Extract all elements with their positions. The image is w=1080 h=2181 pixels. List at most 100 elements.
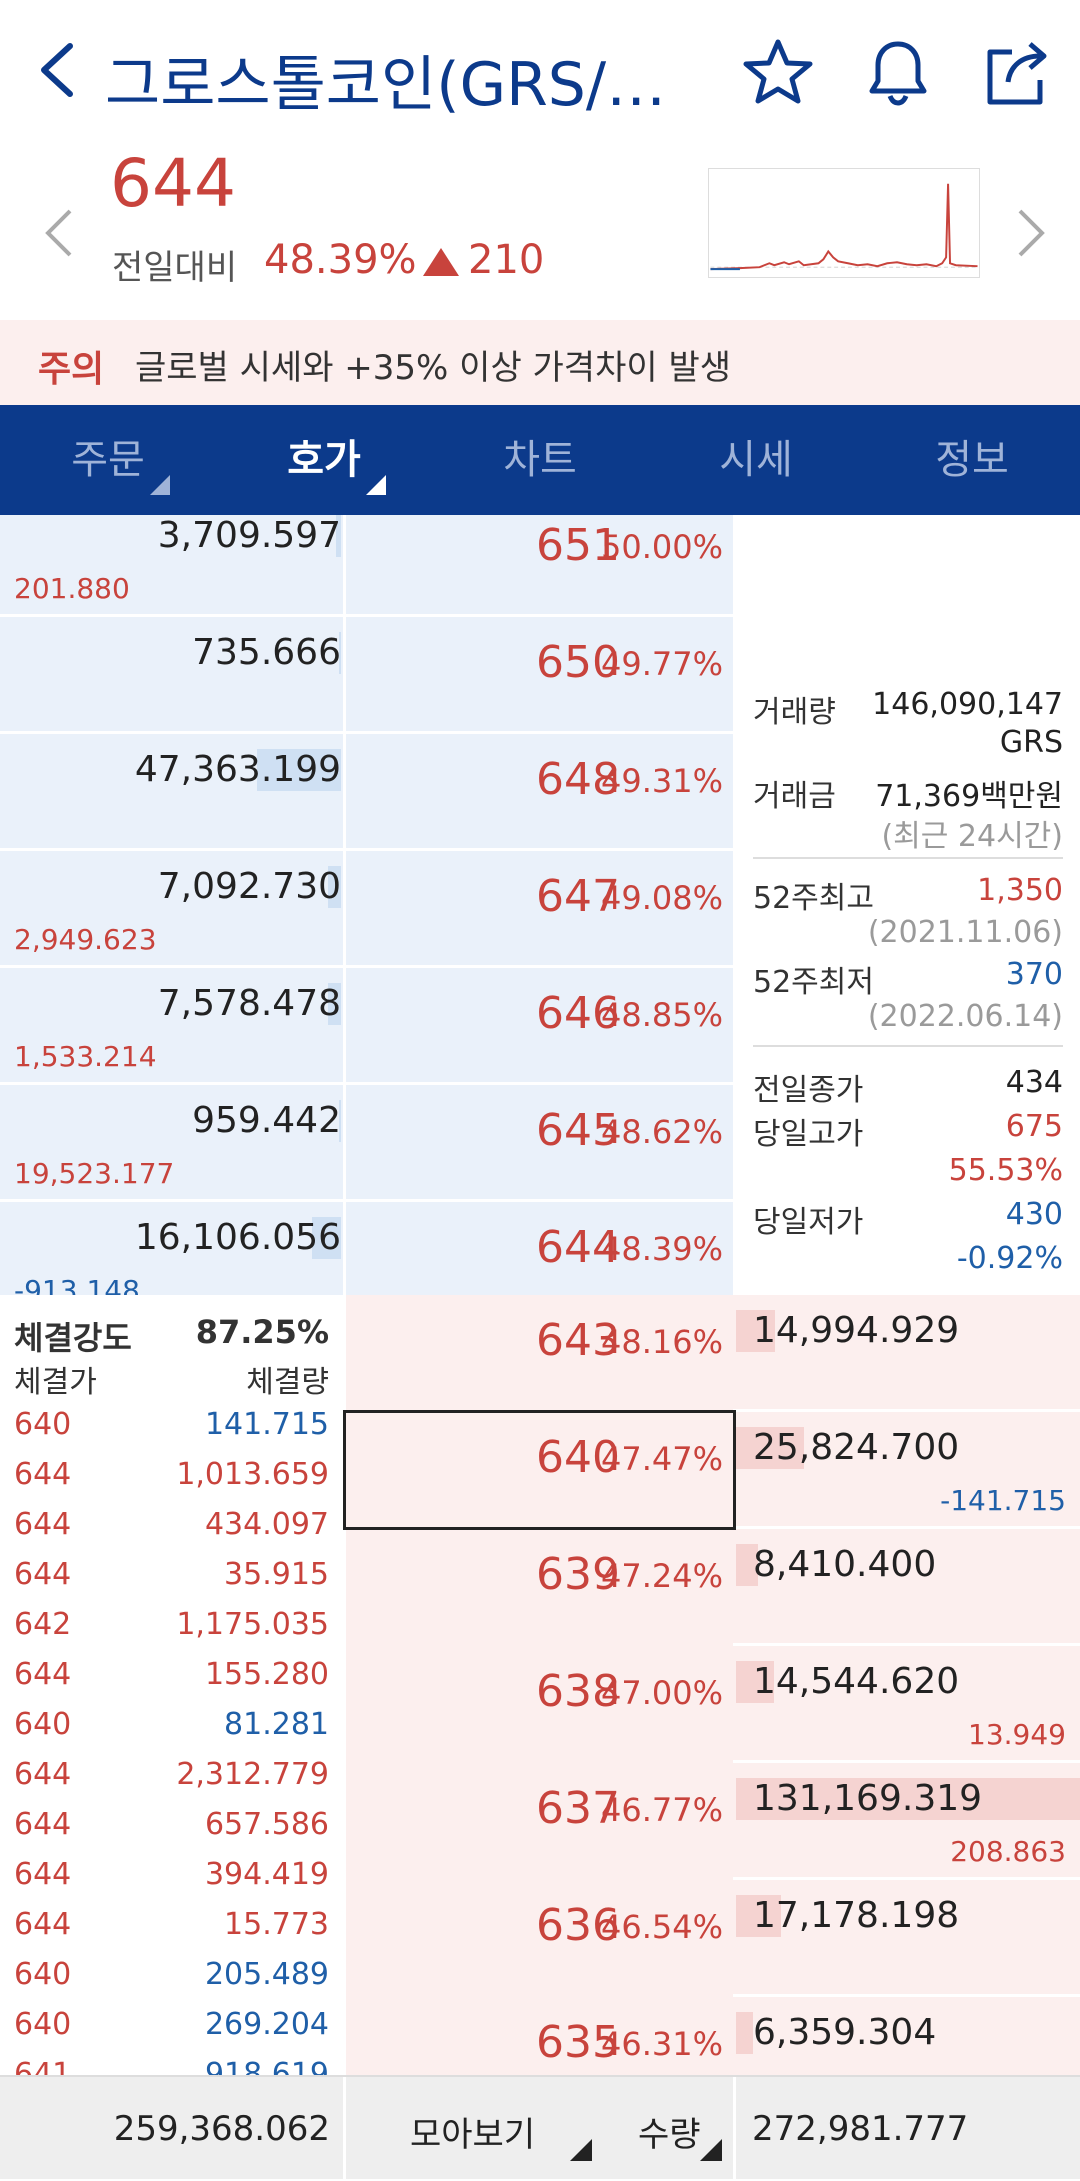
trade-row: 640 141.715 (14, 1407, 329, 1457)
bid-row[interactable]: 17,178.198 636 46.54% (343, 1880, 1080, 1997)
trade-row: 644 394.419 (14, 1857, 329, 1907)
ask-price: 645 (536, 1105, 620, 1156)
bid-price-cell[interactable]: 639 47.24% (343, 1529, 733, 1646)
ask-price-cell[interactable]: 651 50.00% (343, 515, 733, 617)
trade-price: 640 (14, 1957, 72, 1992)
bid-qty: 6,359.304 (753, 2012, 937, 2053)
bid-row[interactable]: 131,169.319 208.863 637 46.77% (343, 1763, 1080, 1880)
ask-price-cell[interactable]: 647 49.08% (343, 851, 733, 968)
bid-price-cell[interactable]: 643 48.16% (343, 1295, 733, 1412)
bid-qty-change: -141.715 (940, 1484, 1066, 1517)
bid-qty: 25,824.700 (753, 1427, 960, 1468)
low52-date: (2022.06.14) (867, 999, 1063, 1034)
ask-volume-bar (328, 983, 341, 1025)
bid-price-cell[interactable]: 637 46.77% (343, 1763, 733, 1880)
ask-price: 644 (536, 1222, 620, 1273)
tab-quotes[interactable]: 시세 (719, 437, 793, 483)
ask-qty: 3,709.597 (157, 515, 341, 556)
tab-info[interactable]: 정보 (935, 437, 1009, 483)
trade-row: 640 269.204 (14, 2007, 329, 2057)
bid-qty: 14,544.620 (753, 1661, 960, 1702)
orderbook: 3,709.597 201.880 651 50.00% 735.666 650 49.77… (0, 515, 1080, 2075)
ask-rate: 48.39% (600, 1230, 723, 1268)
trade-qty: 141.715 (204, 1407, 329, 1442)
bid-row[interactable]: 25,824.700 -141.715 640 47.47% (343, 1412, 1080, 1529)
volume-unit: GRS (999, 725, 1063, 760)
trade-qty-header: 체결량 (246, 1365, 329, 1400)
trade-row: 644 1,013.659 (14, 1457, 329, 1507)
ask-row[interactable]: 7,092.730 2,949.623 647 49.08% (0, 851, 733, 968)
trade-price: 644 (14, 1507, 72, 1542)
bid-row[interactable]: 8,410.400 639 47.24% (343, 1529, 1080, 1646)
prev-coin-arrow-icon[interactable] (38, 203, 78, 263)
tab-order[interactable]: 주문 (0, 405, 216, 515)
ask-row[interactable]: 959.442 19,523.177 645 48.62% (0, 1085, 733, 1202)
unit-dropdown-icon (700, 2139, 722, 2161)
trade-price: 644 (14, 1757, 72, 1792)
high52-date: (2021.11.06) (867, 915, 1063, 950)
ask-qty: 7,578.478 (157, 983, 341, 1024)
bell-icon[interactable] (862, 36, 934, 108)
ask-price-cell[interactable]: 644 48.39% (343, 1202, 733, 1319)
bid-qty: 131,169.319 (753, 1778, 983, 1819)
ask-row[interactable]: 7,578.478 1,533.214 646 48.85% (0, 968, 733, 1085)
share-icon[interactable] (982, 36, 1054, 108)
tab-chart[interactable]: 차트 (503, 437, 577, 483)
ask-price: 648 (536, 754, 620, 805)
ask-qty-change: 19,523.177 (14, 1157, 175, 1190)
bid-price-cell[interactable]: 636 46.54% (343, 1880, 733, 1997)
trade-qty: 155.280 (204, 1657, 329, 1692)
ask-qty: 47,363.199 (134, 749, 341, 790)
ask-price-cell[interactable]: 648 49.31% (343, 734, 733, 851)
trade-row: 644 434.097 (14, 1507, 329, 1557)
trade-qty: 394.419 (204, 1857, 329, 1892)
ask-rate: 49.77% (600, 645, 723, 683)
ask-row[interactable]: 735.666 650 49.77% (0, 617, 733, 734)
trade-price: 640 (14, 1707, 72, 1742)
bid-price-cell[interactable]: 635 46.31% (343, 1997, 733, 2075)
ask-price: 651 (536, 520, 620, 571)
unit-toggle-button[interactable]: 수량 (638, 2115, 701, 2155)
strength-value: 87.25% (195, 1313, 329, 1351)
bid-qty-change: 208.863 (950, 1835, 1066, 1868)
sparkline-chart[interactable] (708, 168, 980, 278)
trade-row: 644 15.773 (14, 1907, 329, 1957)
ask-volume-bar (336, 515, 341, 557)
tab-orderbook[interactable]: 호가 (216, 405, 432, 515)
trade-price-header: 체결가 (14, 1365, 97, 1400)
bid-row[interactable]: 6,359.304 635 46.31% (343, 1997, 1080, 2075)
trade-qty: 2,312.779 (176, 1757, 329, 1792)
group-view-button[interactable]: 모아보기 (410, 2115, 536, 2155)
bid-row[interactable]: 14,544.620 13.949 638 47.00% (343, 1646, 1080, 1763)
orderbook-footer: 259,368.062 모아보기 수량 272,981.777 (0, 2075, 1080, 2181)
bid-price: 638 (536, 1666, 620, 1717)
bid-row[interactable]: 14,994.929 643 48.16% (343, 1295, 1080, 1412)
warning-tag: 주의 (38, 349, 105, 390)
change-rate: 48.39% (264, 237, 417, 283)
bid-price-cell[interactable]: 638 47.00% (343, 1646, 733, 1763)
ask-price-cell[interactable]: 646 48.85% (343, 968, 733, 1085)
bid-price-cell[interactable]: 640 47.47% (343, 1412, 733, 1529)
ask-row[interactable]: 47,363.199 648 49.31% (0, 734, 733, 851)
ask-rate: 49.31% (600, 762, 723, 800)
ask-qty-change: 201.880 (14, 572, 130, 605)
market-info-panel: 거래량 146,090,147 GRS 거래금 71,369백만원 (최근 24시간… (733, 515, 1080, 1295)
star-icon[interactable] (742, 36, 814, 108)
trade-qty: 434.097 (204, 1507, 329, 1542)
ask-price-cell[interactable]: 650 49.77% (343, 617, 733, 734)
trade-price: 644 (14, 1857, 72, 1892)
ask-row[interactable]: 3,709.597 201.880 651 50.00% (0, 515, 733, 617)
next-coin-arrow-icon[interactable] (1012, 203, 1052, 263)
trade-qty: 205.489 (204, 1957, 329, 1992)
trade-price: 644 (14, 1807, 72, 1842)
top-bar: 그로스톨코인(GRS/KR... (0, 0, 1080, 145)
bid-volume-bar (736, 1661, 774, 1703)
ask-qty: 16,106.056 (134, 1217, 341, 1258)
tab-bar: 주문 호가 차트 시세 정보 (0, 405, 1080, 515)
ask-volume-bar (339, 632, 341, 674)
ask-price-cell[interactable]: 645 48.62% (343, 1085, 733, 1202)
ask-qty: 7,092.730 (157, 866, 341, 907)
chevron-left-icon[interactable] (30, 40, 90, 100)
trade-history-panel: 체결강도 87.25% 체결가 체결량 640 141.715 644 1,013.6… (0, 1295, 343, 2075)
trade-price: 644 (14, 1557, 72, 1592)
